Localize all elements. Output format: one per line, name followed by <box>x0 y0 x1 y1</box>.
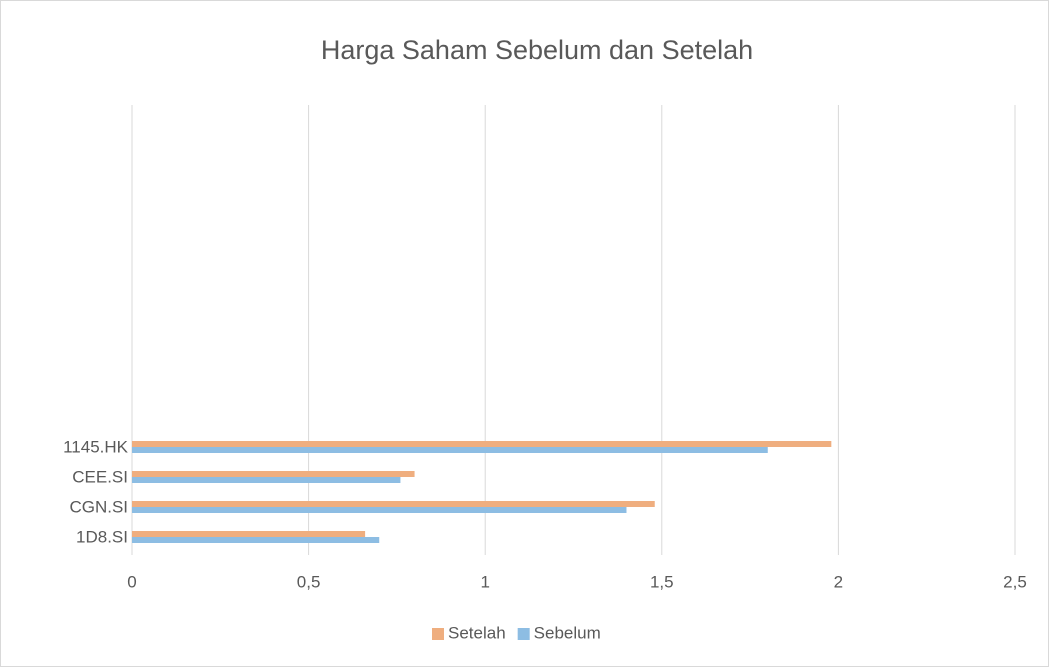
y-tick-label: 1145.HK <box>63 437 129 456</box>
bar <box>132 477 401 483</box>
bar <box>132 501 655 507</box>
legend-swatch <box>517 628 530 640</box>
bar <box>132 507 627 513</box>
y-tick-label: 1D8.SI <box>76 527 128 546</box>
y-tick-label: CGN.SI <box>69 497 128 516</box>
x-tick-label: 2 <box>834 572 843 591</box>
bar <box>132 537 380 543</box>
x-tick-label: 0 <box>127 572 136 591</box>
y-tick-label: CEE.SI <box>72 467 128 486</box>
x-tick-label: 1,5 <box>650 572 674 591</box>
legend-label: Setelah <box>448 623 506 642</box>
x-tick-label: 1 <box>480 572 489 591</box>
bar <box>132 447 768 453</box>
legend-swatch <box>432 628 444 640</box>
bar <box>132 471 415 477</box>
bar <box>132 441 832 447</box>
x-tick-label: 0,5 <box>297 572 321 591</box>
chart-title: Harga Saham Sebelum dan Setelah <box>321 35 753 65</box>
legend-label: Sebelum <box>534 623 601 642</box>
x-tick-label: 2,5 <box>1003 572 1027 591</box>
bar <box>132 531 366 537</box>
